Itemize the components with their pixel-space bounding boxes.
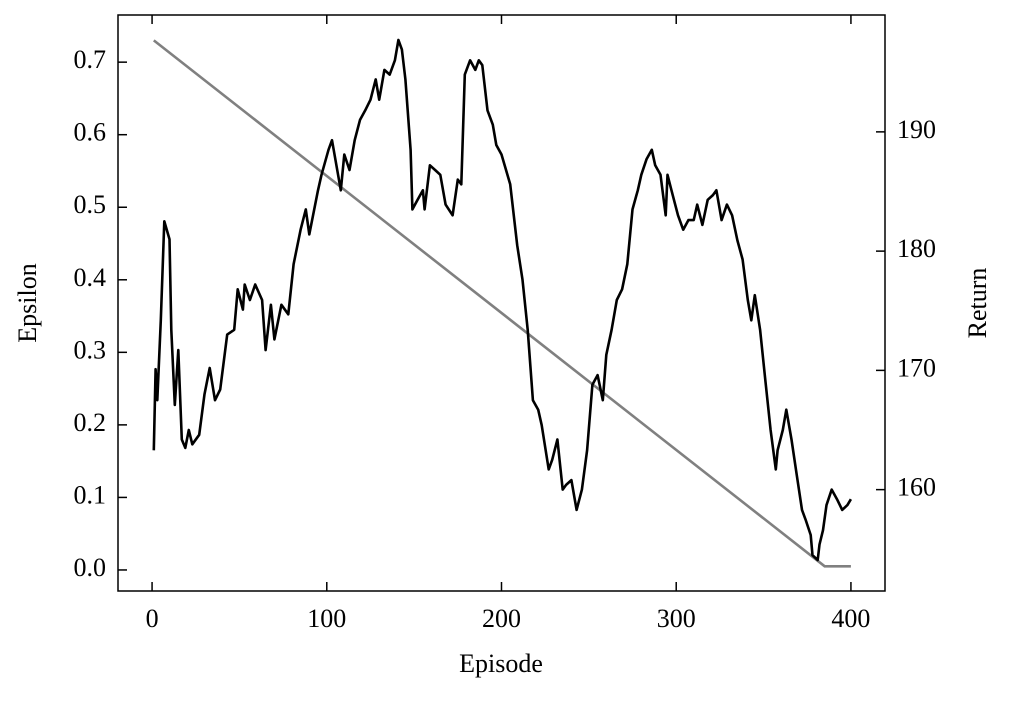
x-tick-label: 200 — [482, 604, 521, 633]
series-line — [152, 38, 853, 562]
y-tick-label: 0.4 — [74, 263, 107, 292]
y-tick-label: 0.3 — [74, 335, 107, 364]
x-tick-label: 300 — [657, 604, 696, 633]
y-tick-label: 0.7 — [74, 45, 107, 74]
x-tick-label: 400 — [831, 604, 870, 633]
x-tick-label: 100 — [307, 604, 346, 633]
y2-tick-label: 160 — [897, 473, 936, 502]
y-tick-label: 0.5 — [74, 190, 107, 219]
series-line — [152, 39, 851, 568]
y-tick-label: 0.0 — [74, 553, 107, 582]
y-tick-label: 0.1 — [74, 480, 107, 509]
x-tick-label: 0 — [146, 604, 159, 633]
y-tick-label: 0.2 — [74, 408, 107, 437]
y-axis-label: Epsilon — [13, 263, 42, 342]
y2-axis-label: Return — [963, 268, 992, 339]
y-tick-label: 0.6 — [74, 118, 107, 147]
y2-tick-label: 180 — [897, 234, 936, 263]
y2-tick-label: 190 — [897, 115, 936, 144]
y2-tick-label: 170 — [897, 353, 936, 382]
x-axis-label: Episode — [459, 649, 543, 678]
